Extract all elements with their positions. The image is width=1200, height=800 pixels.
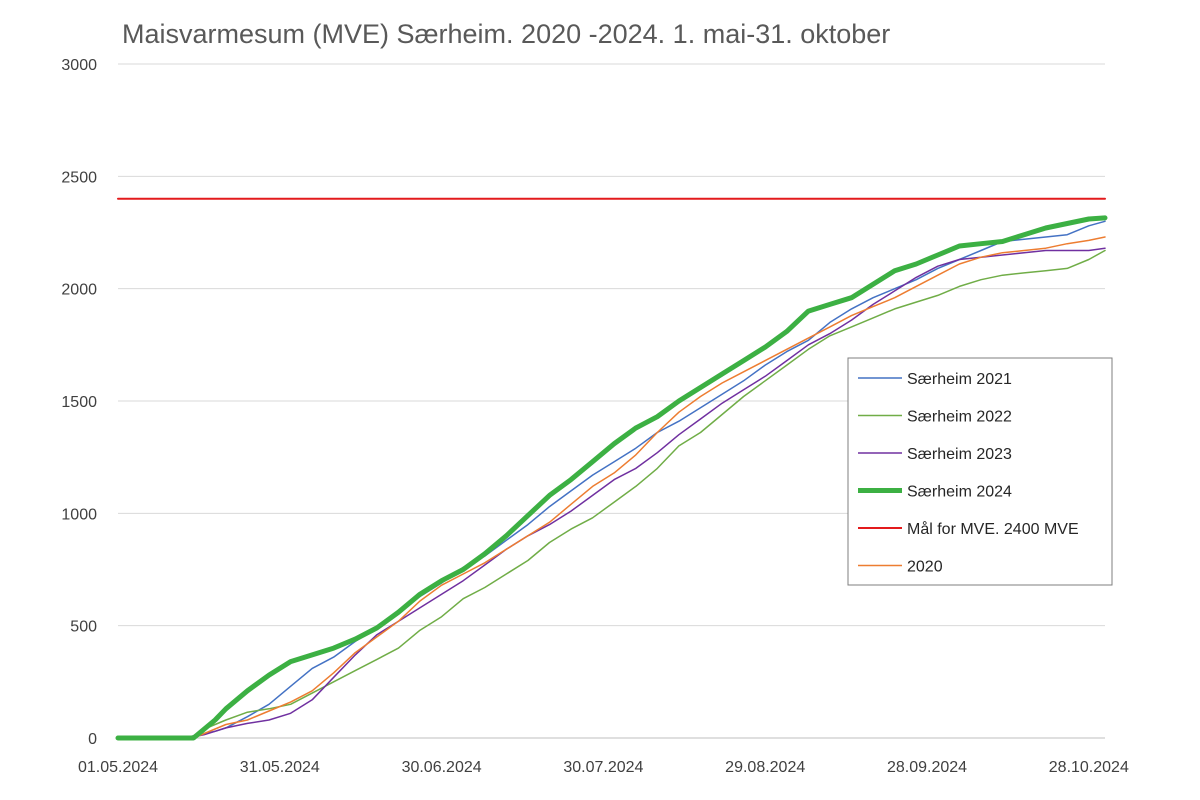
legend-label: Særheim 2021 (907, 371, 1012, 388)
y-tick-label: 3000 (61, 57, 97, 74)
legend-label: Særheim 2023 (907, 446, 1012, 463)
y-tick-label: 2000 (61, 282, 97, 299)
legend-label: 2020 (907, 559, 943, 576)
x-tick-label: 28.10.2024 (1049, 759, 1129, 776)
x-tick-label: 30.07.2024 (563, 759, 643, 776)
series-lines (115, 197, 1108, 741)
legend-label: Særheim 2024 (907, 484, 1012, 501)
gridlines (118, 63, 1105, 627)
series-line-5 (117, 236, 1106, 739)
legend-label: Særheim 2022 (907, 409, 1012, 426)
x-tick-label: 01.05.2024 (78, 759, 158, 776)
x-tick-label: 29.08.2024 (725, 759, 805, 776)
legend-box (847, 357, 1113, 586)
y-tick-label: 0 (88, 731, 97, 748)
y-tick-label: 1000 (61, 506, 97, 523)
x-tick-label: 31.05.2024 (240, 759, 320, 776)
y-tick-label: 1500 (61, 394, 97, 411)
series-line-0 (117, 220, 1106, 739)
y-tick-label: 2500 (61, 169, 97, 186)
y-axis-ticks: 0 500 1000 1500 2000 2500 3000 (61, 57, 97, 748)
legend: Særheim 2021 Særheim 2022 Særheim 2023 Særh… (847, 357, 1113, 586)
legend-label: Mål for MVE. 2400 MVE (907, 520, 1079, 538)
series-line-2 (117, 247, 1106, 739)
chart-title: Maisvarmesum (MVE) Særheim. 2020 -2024. … (122, 19, 890, 49)
x-tick-label: 28.09.2024 (887, 759, 967, 776)
series-line-3 (115, 215, 1108, 741)
x-tick-label: 30.06.2024 (402, 759, 482, 776)
x-axis-ticks: 01.05.2024 31.05.2024 30.06.2024 30.07.2024… (78, 759, 1129, 776)
y-tick-label: 500 (70, 619, 97, 636)
